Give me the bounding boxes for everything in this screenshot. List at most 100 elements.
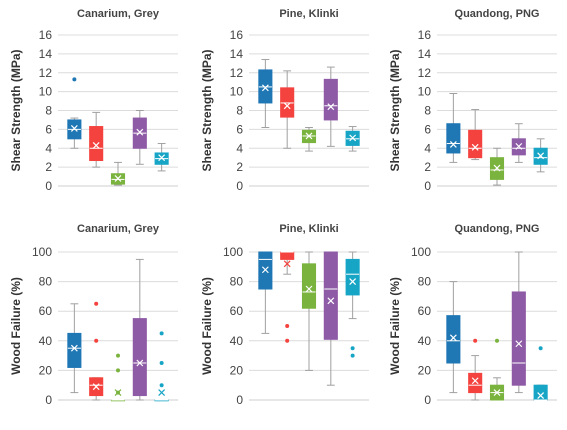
box-series-1	[67, 77, 82, 149]
mean-marker	[515, 142, 523, 150]
y-tick-label: 60	[230, 304, 244, 318]
box-iqr	[280, 251, 295, 260]
box-series-5	[345, 251, 360, 358]
mean-marker	[349, 278, 357, 286]
box-series-4	[511, 123, 526, 163]
outlier-point	[473, 338, 478, 343]
mean-marker	[537, 152, 545, 160]
y-tick-label: 14	[418, 47, 432, 61]
y-tick-label: 0	[424, 179, 431, 193]
box-series-5	[345, 126, 360, 152]
outlier-point	[116, 390, 120, 395]
mean-marker	[261, 84, 269, 92]
chart-panel: Pine, Klinki 0 2 4 6 8 10 12 14 16 Shear Strength …	[200, 8, 369, 193]
mean-marker	[305, 132, 313, 140]
mean-marker	[261, 266, 269, 274]
outlier-point	[94, 301, 99, 306]
outlier-point	[538, 346, 543, 351]
box-series-5	[533, 138, 548, 173]
mean-marker	[158, 389, 166, 397]
outlier-point	[350, 353, 355, 358]
outlier-point	[285, 324, 290, 328]
y-tick-label: 60	[39, 304, 53, 318]
outlier-point	[350, 346, 355, 351]
box-iqr	[468, 129, 483, 159]
box-iqr	[345, 258, 360, 296]
box-series-1	[67, 303, 82, 394]
box-iqr	[446, 315, 461, 364]
box-series-1	[258, 59, 273, 128]
box-series-5	[533, 346, 548, 401]
chart-title: Quandong, PNG	[455, 8, 540, 20]
box-series-2	[280, 251, 295, 343]
mean-marker	[158, 154, 166, 162]
chart-title: Quandong, PNG	[455, 223, 540, 235]
mean-marker	[493, 164, 501, 172]
y-tick-label: 4	[424, 141, 431, 155]
box-series-4	[132, 110, 147, 165]
box-iqr	[446, 123, 461, 154]
y-axis-label: Wood Failure (%)	[200, 277, 214, 375]
y-tick-label: 12	[230, 66, 244, 80]
y-tick-label: 0	[236, 393, 243, 407]
box-iqr	[323, 251, 338, 340]
mean-marker	[283, 102, 291, 110]
mean-marker	[92, 141, 100, 149]
box-iqr	[511, 291, 526, 386]
y-tick-label: 80	[418, 275, 432, 289]
box-series-3	[301, 251, 317, 371]
box-iqr	[323, 78, 338, 121]
mean-marker	[537, 392, 545, 399]
y-axis-label: Wood Failure (%)	[388, 277, 402, 375]
box-series-5	[154, 331, 169, 402]
box-series-1	[446, 281, 461, 394]
box-series-4	[511, 251, 526, 394]
mean-marker	[136, 128, 144, 136]
y-tick-label: 20	[230, 363, 244, 377]
outlier-point	[116, 368, 120, 373]
y-tick-label: 4	[236, 141, 243, 155]
y-axis-label: Wood Failure (%)	[9, 277, 23, 375]
box-iqr	[301, 263, 317, 309]
outlier-point	[495, 338, 499, 343]
y-axis-label: Shear Strength (MPa)	[388, 49, 402, 171]
box-iqr	[533, 384, 548, 401]
y-tick-label: 12	[418, 66, 432, 80]
y-tick-label: 10	[230, 85, 244, 99]
y-tick-label: 6	[45, 122, 52, 136]
mean-marker	[449, 334, 457, 342]
y-tick-label: 80	[39, 275, 53, 289]
chart-panel: Canarium, Grey 0 20 40 60 80 100 Wood Failure (…	[9, 223, 178, 407]
box-iqr	[132, 318, 147, 397]
mean-marker	[114, 175, 122, 182]
y-tick-label: 16	[418, 28, 432, 42]
box-series-4	[132, 258, 147, 401]
chart-panel: Quandong, PNG 0 2 4 6 8 10 12 14 16 Shear Strength…	[388, 8, 557, 193]
box-series-1	[446, 93, 461, 163]
mean-marker	[70, 125, 78, 132]
y-tick-label: 4	[45, 141, 52, 155]
box-series-3	[489, 147, 505, 186]
box-series-5	[154, 143, 169, 172]
y-tick-label: 0	[45, 393, 52, 407]
mean-marker	[70, 344, 78, 352]
chart-title: Canarium, Grey	[77, 223, 160, 235]
outlier-point	[94, 338, 99, 343]
mean-marker	[471, 377, 479, 385]
y-tick-label: 0	[45, 179, 52, 193]
y-tick-label: 12	[39, 66, 53, 80]
y-tick-label: 16	[39, 28, 53, 42]
box-iqr	[468, 372, 483, 394]
chart-panel: Quandong, PNG 0 20 40 60 80 100 Wood Failure (%…	[388, 223, 557, 407]
box-series-4	[323, 251, 338, 386]
box-series-3	[110, 161, 126, 186]
outlier-point	[159, 331, 164, 336]
y-tick-label: 16	[230, 28, 244, 42]
y-tick-label: 80	[230, 275, 244, 289]
mean-marker	[449, 141, 457, 148]
y-tick-label: 100	[32, 245, 52, 259]
y-tick-label: 100	[411, 245, 431, 259]
outlier-point	[159, 383, 164, 388]
y-tick-label: 20	[418, 363, 432, 377]
box-series-3	[489, 338, 505, 401]
